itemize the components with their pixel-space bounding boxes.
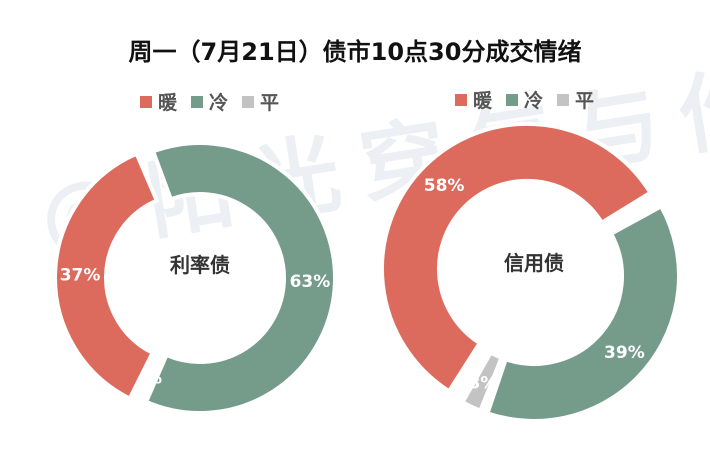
legend-label: 平 <box>575 90 595 112</box>
donut-slice-暖 <box>380 121 654 394</box>
legend-label: 暖 <box>158 92 178 114</box>
donut-slice-冷 <box>143 141 337 415</box>
donut-slice-平 <box>459 349 505 414</box>
center-label: 利率债 <box>170 253 230 277</box>
legend-label: 平 <box>260 92 280 114</box>
data-label: 58% <box>424 176 465 196</box>
legend-label: 暖 <box>473 90 493 112</box>
legend-item: 平 <box>242 88 279 115</box>
legend-right: 暖冷平 <box>455 86 602 113</box>
legend-swatch <box>191 95 204 108</box>
center-label: 信用债 <box>504 251 564 275</box>
legend-item: 暖 <box>140 88 177 115</box>
chart-title: 周一（7月21日）债市10点30分成交情绪 <box>128 38 582 66</box>
data-label: 63% <box>290 272 331 292</box>
legend-swatch <box>140 95 152 108</box>
legend-label: 冷 <box>524 90 544 112</box>
donut-slice-暖 <box>53 151 160 402</box>
legend-swatch <box>557 93 570 106</box>
data-label: 37% <box>60 266 101 286</box>
legend-swatch <box>455 93 467 106</box>
legend-swatch <box>506 93 519 106</box>
donut-slice-冷 <box>484 203 681 423</box>
legend-item: 冷 <box>191 88 228 115</box>
legend-label: 冷 <box>209 92 229 114</box>
legend-left: 暖冷平 <box>140 88 287 115</box>
legend-item: 冷 <box>506 86 543 113</box>
data-label: % <box>145 369 162 389</box>
data-label: 39% <box>604 343 645 363</box>
legend-swatch <box>242 95 255 108</box>
legend-item: 暖 <box>455 86 492 113</box>
data-label: 3% <box>469 373 498 393</box>
legend-item: 平 <box>557 86 594 113</box>
